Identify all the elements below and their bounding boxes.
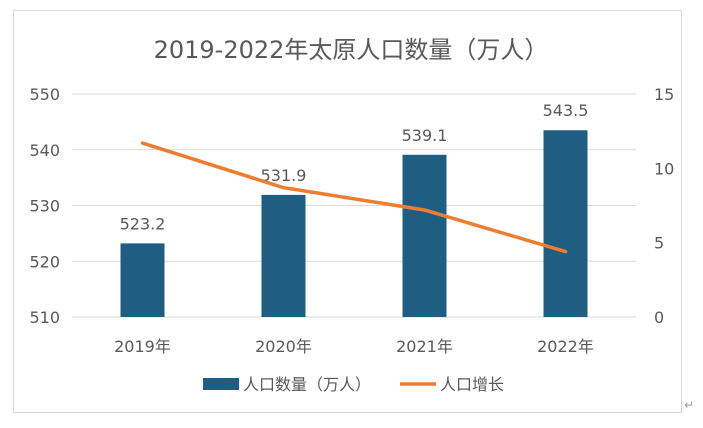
y-left-tick-label: 530 — [29, 197, 60, 216]
y-right-tick-label: 0 — [654, 308, 664, 327]
bar — [402, 154, 447, 317]
bar — [543, 130, 588, 317]
bar-data-label: 539.1 — [402, 126, 448, 145]
legend-swatch-population — [203, 378, 239, 390]
bar — [261, 194, 306, 317]
y-left-tick-label: 520 — [29, 252, 60, 271]
bar-data-label: 543.5 — [543, 101, 589, 120]
paragraph-return-mark: ↵ — [684, 398, 695, 412]
legend-label-population: 人口数量（万人） — [243, 375, 371, 394]
chart-title: 2019-2022年太原人口数量（万人） — [154, 36, 549, 64]
bar-data-label: 531.9 — [261, 166, 307, 185]
legend-label-growth: 人口增长 — [440, 375, 504, 394]
bar-data-label: 523.2 — [120, 214, 166, 233]
y-right-tick-label: 10 — [654, 159, 674, 178]
x-tick-label: 2021年 — [396, 337, 453, 356]
bar — [120, 243, 165, 317]
y-right-tick-label: 5 — [654, 234, 664, 253]
y-right-tick-label: 15 — [654, 85, 674, 104]
x-tick-label: 2019年 — [114, 337, 171, 356]
y-left-tick-label: 510 — [29, 308, 60, 327]
x-tick-label: 2020年 — [255, 337, 312, 356]
growth-line — [140, 141, 568, 254]
x-tick-label: 2022年 — [537, 337, 594, 356]
y-left-tick-label: 540 — [29, 141, 60, 160]
y-left-tick-label: 550 — [29, 85, 60, 104]
